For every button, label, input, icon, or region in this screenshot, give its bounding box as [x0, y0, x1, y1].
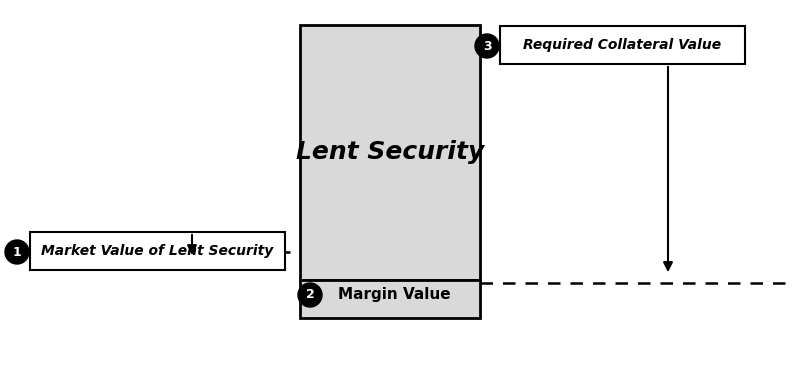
Bar	[30, 232, 285, 270]
Bar	[300, 25, 480, 280]
Ellipse shape	[298, 283, 322, 307]
Bar	[500, 26, 745, 64]
Ellipse shape	[475, 34, 499, 58]
Text: Market Value of Lent Security: Market Value of Lent Security	[42, 244, 274, 258]
Text: Margin Value: Margin Value	[338, 288, 450, 302]
Text: 3: 3	[482, 39, 491, 52]
Bar	[300, 280, 480, 318]
Text: Lent Security: Lent Security	[296, 140, 484, 164]
Text: 1: 1	[13, 246, 22, 259]
Text: Required Collateral Value: Required Collateral Value	[523, 38, 722, 52]
Text: 2: 2	[306, 289, 314, 301]
Ellipse shape	[5, 240, 29, 264]
